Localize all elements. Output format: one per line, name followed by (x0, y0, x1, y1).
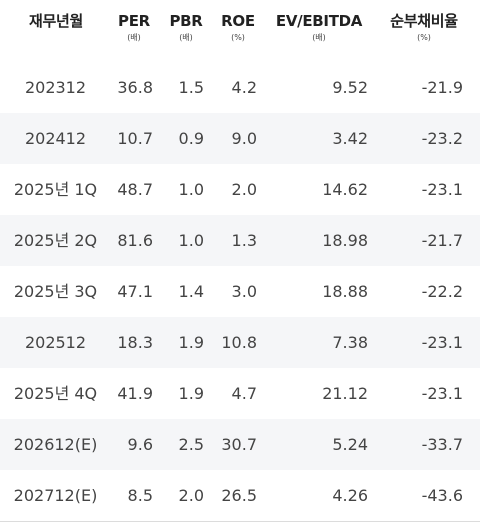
cell-ev-ebitda: 4.26 (332, 486, 368, 505)
table-row: 202312 36.8 1.5 4.2 9.52 -21.9 (0, 62, 480, 113)
table-row: 2025년 2Q 81.6 1.0 1.3 18.98 -21.7 (0, 215, 480, 266)
cell-per: 81.6 (117, 231, 153, 250)
cell-period: 2025년 4Q (13, 384, 98, 403)
cell-period: 2025년 1Q (13, 180, 98, 199)
header-roe-title: ROE (221, 12, 255, 30)
cell-per: 9.6 (127, 435, 153, 454)
table-row: 2025년 1Q 48.7 1.0 2.0 14.62 -23.1 (0, 164, 480, 215)
cell-per: 47.1 (117, 282, 153, 301)
cell-ev-ebitda: 5.24 (332, 435, 368, 454)
table-row: 202512 18.3 1.9 10.8 7.38 -23.1 (0, 317, 480, 368)
header-period: 재무년월 (12, 10, 100, 32)
cell-period: 202312 (24, 78, 87, 97)
header-net-debt-ratio-title: 순부채비율 (390, 12, 458, 30)
table-row: 202612(E) 9.6 2.5 30.7 5.24 -33.7 (0, 419, 480, 470)
cell-period: 202412 (24, 129, 87, 148)
cell-period: 2025년 3Q (13, 282, 98, 301)
header-ev-ebitda-unit: (배) (312, 33, 326, 42)
cell-roe: 3.0 (231, 282, 257, 301)
cell-ev-ebitda: 18.98 (322, 231, 368, 250)
cell-pbr: 2.5 (178, 435, 204, 454)
table-body: 202312 36.8 1.5 4.2 9.52 -21.9 202412 10.7 0.9 9.… (0, 62, 480, 521)
header-ev-ebitda: EV/EBITDA (배) (268, 10, 370, 43)
cell-net-debt-ratio: -22.2 (421, 282, 463, 301)
cell-pbr: 1.5 (178, 78, 204, 97)
cell-net-debt-ratio: -43.6 (421, 486, 463, 505)
header-pbr-unit: (배) (179, 33, 193, 42)
cell-roe: 9.0 (231, 129, 257, 148)
cell-period: 202612(E) (13, 435, 98, 454)
table-header: 재무년월 PER (배) PBR (배) ROE (%) EV/EBITDA (… (0, 0, 480, 62)
header-pbr-title: PBR (169, 12, 203, 30)
cell-pbr: 1.9 (178, 384, 204, 403)
cell-period: 202712(E) (13, 486, 98, 505)
header-pbr: PBR (배) (162, 10, 210, 43)
cell-per: 18.3 (117, 333, 153, 352)
cell-pbr: 1.9 (178, 333, 204, 352)
cell-roe: 30.7 (221, 435, 257, 454)
cell-net-debt-ratio: -33.7 (421, 435, 463, 454)
cell-roe: 26.5 (221, 486, 257, 505)
header-net-debt-ratio: 순부채비율 (%) (378, 10, 470, 43)
cell-net-debt-ratio: -21.9 (421, 78, 463, 97)
header-per: PER (배) (108, 10, 160, 43)
header-period-title: 재무년월 (28, 12, 83, 30)
cell-per: 8.5 (127, 486, 153, 505)
table-row: 202412 10.7 0.9 9.0 3.42 -23.2 (0, 113, 480, 164)
cell-net-debt-ratio: -21.7 (421, 231, 463, 250)
cell-roe: 4.2 (231, 78, 257, 97)
cell-roe: 4.7 (231, 384, 257, 403)
cell-net-debt-ratio: -23.1 (421, 384, 463, 403)
cell-period: 202512 (24, 333, 87, 352)
header-net-debt-ratio-unit: (%) (417, 33, 431, 42)
cell-net-debt-ratio: -23.2 (421, 129, 463, 148)
cell-net-debt-ratio: -23.1 (421, 180, 463, 199)
cell-roe: 10.8 (221, 333, 257, 352)
table-row: 2025년 3Q 47.1 1.4 3.0 18.88 -22.2 (0, 266, 480, 317)
cell-net-debt-ratio: -23.1 (421, 333, 463, 352)
cell-pbr: 1.4 (178, 282, 204, 301)
cell-per: 41.9 (117, 384, 153, 403)
cell-ev-ebitda: 14.62 (322, 180, 368, 199)
cell-ev-ebitda: 7.38 (332, 333, 368, 352)
header-ev-ebitda-title: EV/EBITDA (275, 12, 363, 30)
cell-roe: 2.0 (231, 180, 257, 199)
cell-per: 48.7 (117, 180, 153, 199)
header-per-unit: (배) (127, 33, 141, 42)
cell-period: 2025년 2Q (13, 231, 98, 250)
header-per-title: PER (118, 12, 150, 30)
cell-roe: 1.3 (231, 231, 257, 250)
table-row: 202712(E) 8.5 2.0 26.5 4.26 -43.6 (0, 470, 480, 521)
header-roe-unit: (%) (231, 33, 245, 42)
cell-ev-ebitda: 18.88 (322, 282, 368, 301)
table-row: 2025년 4Q 41.9 1.9 4.7 21.12 -23.1 (0, 368, 480, 419)
header-roe: ROE (%) (212, 10, 264, 43)
cell-ev-ebitda: 21.12 (322, 384, 368, 403)
cell-per: 36.8 (117, 78, 153, 97)
cell-pbr: 1.0 (178, 231, 204, 250)
cell-per: 10.7 (117, 129, 153, 148)
cell-pbr: 0.9 (178, 129, 204, 148)
cell-pbr: 2.0 (178, 486, 204, 505)
cell-ev-ebitda: 9.52 (332, 78, 368, 97)
cell-pbr: 1.0 (178, 180, 204, 199)
table-bottom-border (0, 521, 480, 522)
cell-ev-ebitda: 3.42 (332, 129, 368, 148)
